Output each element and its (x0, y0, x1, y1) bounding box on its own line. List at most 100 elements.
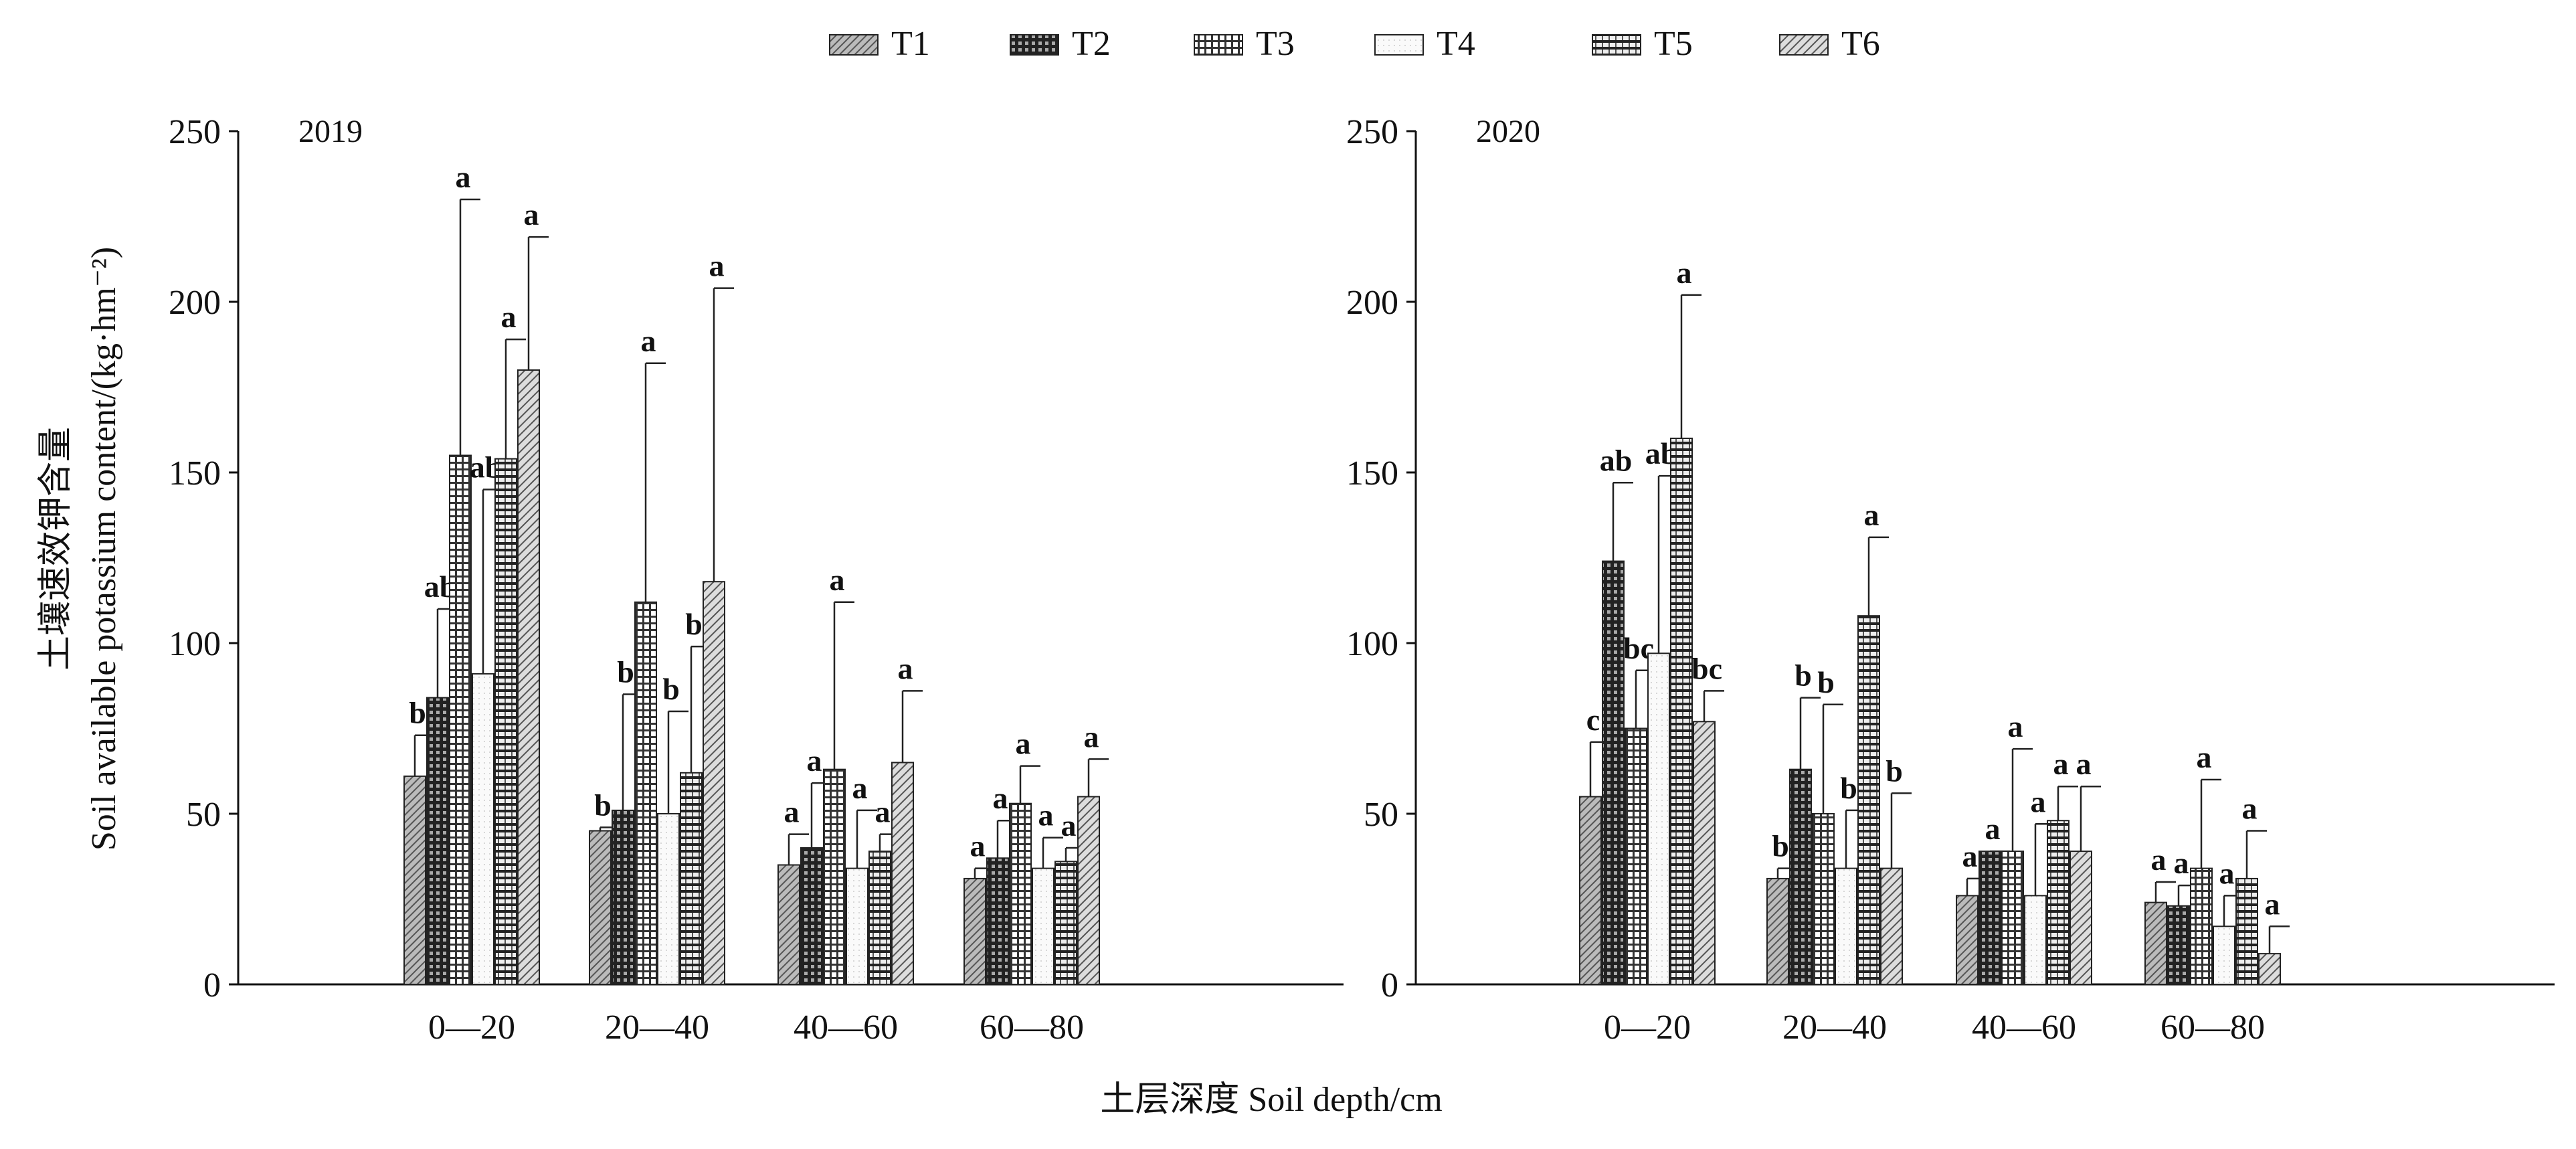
x-tick-label: 20—40 (605, 1008, 709, 1047)
x-tick-label: 0—20 (1604, 1008, 1691, 1047)
bar-t5 (2235, 877, 2258, 986)
bar-t6 (703, 581, 725, 985)
legend-swatch-t3 (1194, 34, 1243, 56)
significance-letter: a (709, 249, 725, 283)
significance-letter: a (2265, 887, 2280, 921)
significance-letter: a (2031, 784, 2046, 818)
significance-letter: bc (1691, 651, 1722, 685)
bar-t1 (1956, 895, 1979, 986)
legend-swatch-t4 (1374, 34, 1424, 56)
y-tick-label: 150 (169, 454, 221, 493)
y-axis-label-en-group: Soil available potassium content/(kg·hm⁻… (85, 247, 123, 851)
panel-2020: 0 50 100 150 200 250 2020 0—20 20—40 40—60 60—80 c b… (1346, 113, 2555, 1047)
significance-letter: b (685, 607, 703, 641)
bar-t2 (800, 847, 823, 985)
panel-year-label: 2019 (298, 114, 363, 149)
bar-t4 (1647, 652, 1670, 985)
panel-year-label: 2020 (1476, 114, 1540, 149)
bar-t1 (2144, 901, 2167, 985)
legend-label-t4: T4 (1437, 25, 1475, 63)
bar-t5 (1054, 861, 1077, 986)
bar-t6 (2258, 953, 2281, 985)
bar-t2 (2167, 905, 2190, 985)
bar-t2 (426, 697, 449, 985)
significance-letter: b (1885, 754, 1903, 788)
significance-letter: a (2242, 792, 2258, 826)
bar-t2 (1789, 768, 1812, 985)
significance-letter: a (1864, 498, 1879, 532)
significance-letter: b (409, 696, 426, 730)
legend-swatch-t1 (829, 34, 879, 56)
significance-letter: a (1962, 839, 1978, 873)
y-tick-label: 50 (1364, 796, 1398, 834)
bar-t6 (2069, 851, 2092, 985)
bar-t5 (1857, 615, 1880, 985)
significance-letter: a (875, 795, 891, 829)
bar-t3 (823, 768, 846, 985)
significance-letter: a (2053, 747, 2069, 781)
significance-letter: b (594, 788, 612, 822)
significance-letter: a (524, 197, 539, 232)
bar-t4 (1835, 867, 1857, 985)
y-tick-label: 0 (1381, 966, 1398, 1004)
bar-t5 (868, 851, 891, 985)
bar-t5 (1670, 438, 1693, 985)
significance-letter: a (993, 781, 1008, 815)
significance-letter: a (456, 160, 471, 194)
bar-t3 (634, 601, 657, 985)
significance-letter: b (1840, 771, 1857, 805)
bar-t3 (1009, 802, 1032, 985)
bar-t1 (963, 877, 986, 986)
bar-t5 (494, 458, 517, 985)
legend-label-t2: T2 (1072, 25, 1111, 63)
y-axis-label-cn: 土壤速效钾含量 (37, 427, 75, 671)
y-tick-label: 150 (1346, 454, 1398, 493)
legend-label-t3: T3 (1256, 25, 1295, 63)
bar-t2 (1979, 851, 2001, 985)
significance-letter: a (1061, 808, 1077, 843)
bar-t1 (1579, 796, 1602, 985)
bar-t6 (517, 369, 540, 985)
bar-t5 (2047, 820, 2069, 985)
bar-t3 (2001, 851, 2024, 985)
y-axis-label-en: Soil available potassium content/(kg·hm⁻… (85, 247, 123, 851)
significance-letter: a (2174, 846, 2189, 880)
significance-letter: b (662, 672, 680, 706)
bar-t4 (846, 867, 868, 985)
significance-letter: a (2219, 856, 2235, 890)
significance-letter: b (617, 655, 634, 689)
bar-t3 (2190, 867, 2213, 985)
legend-swatch-t5 (1592, 34, 1641, 56)
legend-swatch-t2 (1010, 34, 1059, 56)
bar-t4 (2213, 925, 2235, 986)
bar-t6 (1880, 867, 1903, 985)
significance-letter: a (2076, 747, 2092, 781)
legend-label-t6: T6 (1841, 25, 1880, 63)
bar-t5 (680, 772, 703, 986)
y-tick-label: 0 (203, 966, 221, 1004)
y-tick-label: 250 (1346, 113, 1398, 151)
bar-t4 (1032, 867, 1054, 985)
bar-t1 (1766, 877, 1789, 986)
bar-t6 (1077, 796, 1100, 985)
y-tick-label: 250 (169, 113, 221, 151)
significance-letter: a (807, 743, 822, 778)
legend-label-t5: T5 (1654, 25, 1693, 63)
significance-letter: a (1985, 812, 2001, 846)
significance-letter: a (2151, 843, 2167, 877)
x-tick-label: 60—80 (980, 1008, 1084, 1047)
bar-t2 (1602, 560, 1625, 985)
y-tick-label: 200 (169, 284, 221, 322)
bar-t4 (472, 673, 494, 986)
bar-t4 (2024, 895, 2047, 986)
bar-t2 (986, 857, 1009, 986)
bar-t2 (612, 809, 634, 986)
y-tick-label: 100 (1346, 625, 1398, 663)
significance-letter: a (501, 300, 517, 334)
significance-letter: a (1016, 727, 1031, 761)
bar-t1 (777, 864, 800, 985)
significance-letter: a (2008, 709, 2023, 743)
bar-t1 (403, 775, 426, 986)
